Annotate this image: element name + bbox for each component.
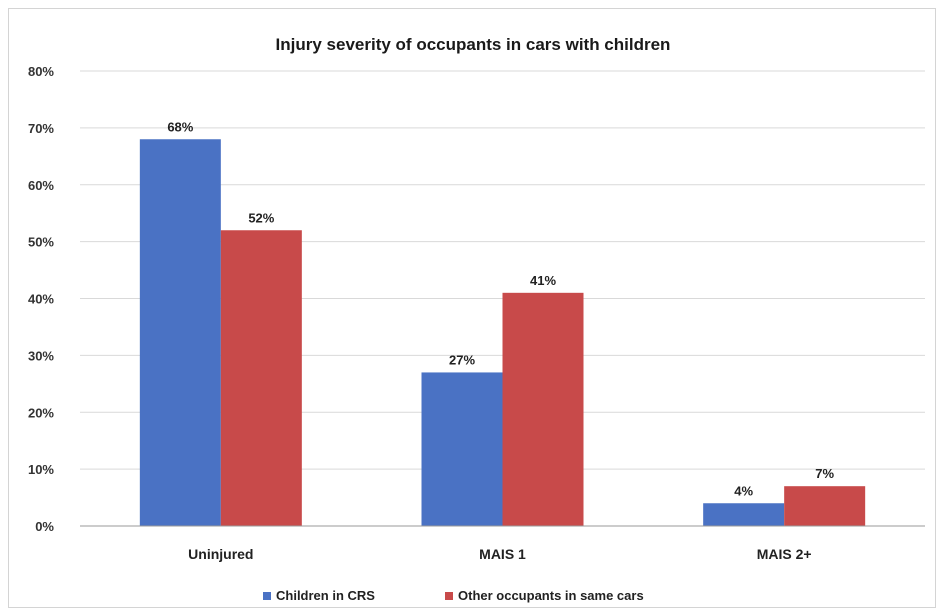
data-label: 4% bbox=[734, 483, 753, 498]
y-tick-label: 40% bbox=[28, 292, 54, 307]
bar-children-in-crs-0 bbox=[139, 139, 221, 526]
data-label: 27% bbox=[449, 352, 475, 367]
legend-swatch bbox=[263, 592, 271, 600]
bar-other-occupants-2 bbox=[784, 486, 866, 526]
y-tick-label: 70% bbox=[28, 121, 54, 136]
x-axis-categories: Uninjured MAIS 1 MAIS 2+ bbox=[188, 546, 811, 562]
x-category-label: Uninjured bbox=[188, 546, 253, 562]
legend-label: Children in CRS bbox=[276, 588, 375, 603]
data-labels: 68% 52% 27% 41% 4% 7% bbox=[167, 119, 834, 498]
x-category-label: MAIS 2+ bbox=[757, 546, 812, 562]
y-tick-label: 10% bbox=[28, 462, 54, 477]
bar-other-occupants-1 bbox=[502, 292, 584, 526]
bar-children-in-crs-2 bbox=[703, 503, 785, 526]
y-tick-label: 20% bbox=[28, 405, 54, 420]
data-label: 7% bbox=[815, 466, 834, 481]
legend-label: Other occupants in same cars bbox=[458, 588, 644, 603]
bar-other-occupants-0 bbox=[220, 230, 302, 526]
bar-children-in-crs-1 bbox=[421, 372, 503, 526]
legend: Children in CRS Other occupants in same c… bbox=[263, 588, 644, 603]
data-label: 41% bbox=[530, 273, 556, 288]
legend-swatch bbox=[445, 592, 453, 600]
y-tick-label: 80% bbox=[28, 64, 54, 79]
y-tick-label: 30% bbox=[28, 348, 54, 363]
chart-title: Injury severity of occupants in cars wit… bbox=[276, 35, 671, 54]
data-label: 68% bbox=[167, 119, 193, 134]
x-category-label: MAIS 1 bbox=[479, 546, 526, 562]
y-tick-label: 0% bbox=[35, 519, 54, 534]
y-tick-label: 60% bbox=[28, 178, 54, 193]
y-axis-ticks: 0% 10% 20% 30% 40% 50% 60% 70% 80% bbox=[28, 64, 54, 534]
y-tick-label: 50% bbox=[28, 235, 54, 250]
data-label: 52% bbox=[248, 210, 274, 225]
bars bbox=[139, 139, 866, 526]
